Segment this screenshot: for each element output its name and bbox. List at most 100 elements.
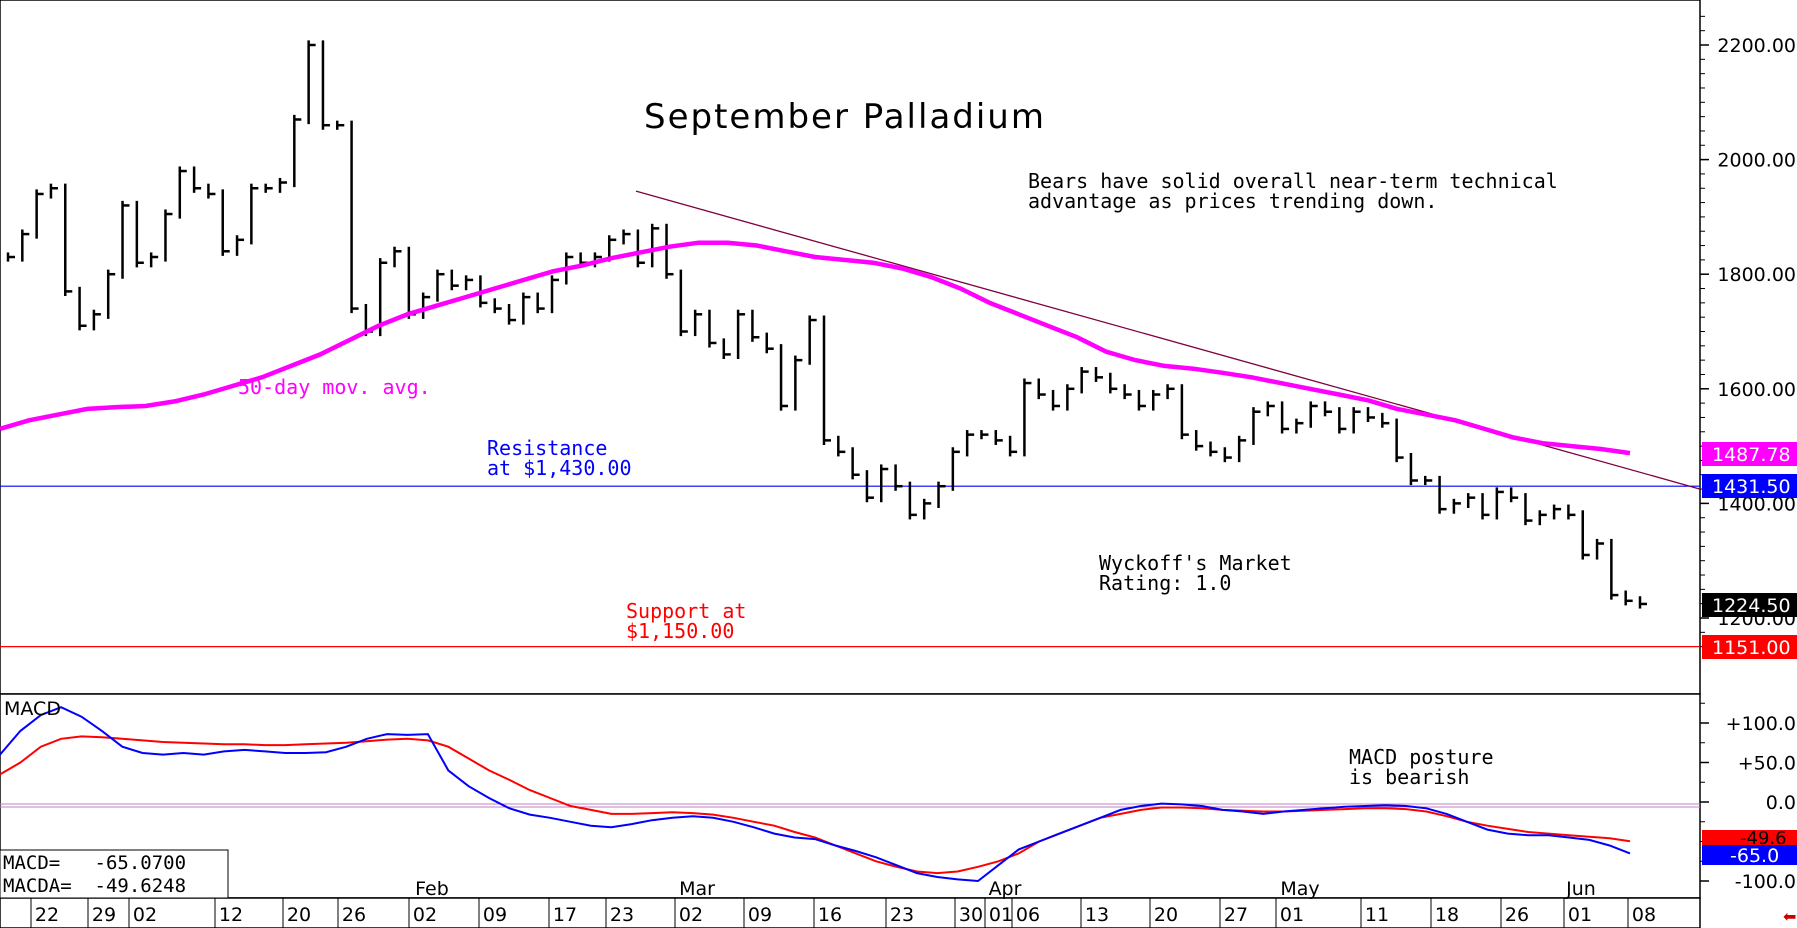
- date-label: 13: [1085, 904, 1109, 926]
- price-bar: [421, 292, 431, 319]
- price-bar: [808, 315, 817, 365]
- price-bar: [1252, 407, 1261, 445]
- svg-text:1151.00: 1151.00: [1712, 637, 1791, 659]
- svg-text:-49.6: -49.6: [1740, 828, 1787, 849]
- ma-50-line: [0, 240, 1631, 456]
- price-panel: [0, 0, 1701, 695]
- price-bar: [178, 166, 187, 219]
- price-bar: [493, 298, 502, 314]
- price-bar: [1381, 412, 1390, 428]
- price-bar: [951, 447, 960, 491]
- price-bar: [164, 209, 173, 262]
- note-bears: Bears have solid overall near-term techn…: [1028, 169, 1558, 213]
- price-bar: [1037, 378, 1046, 400]
- price-bar: [922, 498, 932, 520]
- price-bar: [106, 269, 116, 319]
- date-label: 02: [413, 904, 437, 926]
- price-bar: [1424, 475, 1433, 486]
- price-bar: [1552, 504, 1562, 520]
- price-bar: [264, 183, 273, 193]
- price-bar: [650, 223, 660, 268]
- price-bar: [1581, 510, 1590, 560]
- date-label: 12: [219, 904, 243, 926]
- svg-text:1431.50: 1431.50: [1712, 476, 1791, 498]
- macd-posture-note: MACD posture is bearish: [1349, 745, 1494, 789]
- price-bar: [1352, 407, 1361, 434]
- date-label: 30: [959, 904, 983, 926]
- price-bar: [536, 292, 545, 314]
- date-label: 02: [133, 904, 157, 926]
- price-bar: [149, 252, 159, 268]
- price-bar: [1137, 389, 1146, 411]
- price-y-axis: 2200.002000.001800.001600.001400.001200.…: [1700, 15, 1796, 648]
- price-tick-label: 1800.00: [1717, 264, 1796, 286]
- price-bar: [679, 269, 688, 337]
- price-bar: [464, 275, 474, 291]
- price-bar: [1152, 389, 1161, 411]
- price-bar: [64, 183, 73, 296]
- price-bar: [250, 183, 259, 245]
- macd-tick-label: +100.0: [1726, 713, 1796, 735]
- month-label: May: [1280, 878, 1319, 900]
- scroll-left-arrow-icon[interactable]: ⬅: [1783, 907, 1796, 926]
- price-bar: [722, 338, 731, 360]
- price-bar: [865, 470, 874, 503]
- price-tick-label: 2200.00: [1717, 35, 1796, 57]
- price-bar: [1366, 407, 1375, 423]
- macd-panel: [0, 693, 1701, 899]
- price-bar: [980, 430, 989, 440]
- month-label: Apr: [989, 878, 1022, 900]
- date-label: 08: [1632, 904, 1656, 926]
- price-bar: [92, 309, 101, 331]
- price-bar: [121, 200, 130, 279]
- macd-tick-label: +50.0: [1738, 753, 1796, 775]
- price-bar: [1323, 401, 1333, 417]
- macd-line: [0, 706, 1631, 883]
- price-bar: [880, 464, 889, 503]
- month-labels: Feb Mar Apr May Jun: [415, 878, 1596, 900]
- price-bar: [937, 481, 946, 508]
- price-bar: [837, 435, 846, 457]
- price-bar: [321, 40, 330, 130]
- price-bar: [1094, 367, 1103, 382]
- price-bar: [751, 309, 760, 342]
- price-bar: [1481, 493, 1490, 520]
- price-bar: [1638, 596, 1647, 609]
- date-labels: 22 29 02 12 20 26 02 09 17 23 02 09 16 23 30 01 06 13 20 27…: [30, 898, 1656, 928]
- price-bar: [965, 430, 975, 457]
- price-bar: [1466, 493, 1476, 508]
- ma-label: 50-day mov. avg.: [238, 375, 431, 399]
- price-bar: [1524, 493, 1533, 526]
- price-bar: [1338, 407, 1347, 434]
- price-bar: [293, 114, 302, 188]
- date-label: 23: [610, 904, 634, 926]
- price-bar: [1237, 435, 1247, 463]
- price-bar: [1280, 401, 1290, 434]
- price-bar: [207, 183, 216, 199]
- price-bar: [593, 252, 602, 268]
- price-bar: [1194, 430, 1204, 451]
- last-price-tag: 1224.50: [1702, 593, 1797, 617]
- price-bar: [1051, 389, 1061, 411]
- ma-price-tag: 1487.78: [1702, 442, 1797, 466]
- price-bar: [550, 275, 559, 314]
- macd-y-axis: +100.0 +50.0 0.0 -100.0: [1700, 702, 1796, 893]
- price-bar: [1023, 378, 1032, 457]
- price-bar: [1080, 367, 1089, 394]
- resistance-price-tag: 1431.50: [1702, 474, 1797, 498]
- date-label: 09: [748, 904, 772, 926]
- price-bar: [1123, 384, 1132, 400]
- date-label: 18: [1435, 904, 1459, 926]
- date-label: 06: [1016, 904, 1040, 926]
- date-label: 01: [1568, 904, 1592, 926]
- price-bar: [78, 286, 87, 331]
- date-label: 02: [679, 904, 703, 926]
- price-tick-label: 2000.00: [1717, 150, 1796, 172]
- support-price-tag: 1151.00: [1702, 635, 1797, 659]
- macd-tick-label: 0.0: [1766, 792, 1796, 814]
- price-bar: [1538, 510, 1547, 526]
- price-bar: [851, 447, 860, 480]
- price-bar: [636, 229, 645, 268]
- date-label: 17: [553, 904, 577, 926]
